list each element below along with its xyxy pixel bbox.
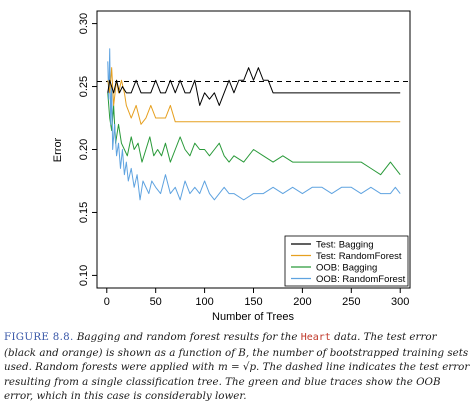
y-tick-label: 0.20 bbox=[78, 139, 90, 160]
x-tick-label: 250 bbox=[342, 296, 360, 308]
chart: 0 50 100 150 200 250 300 0.100.150.200.250.30 … bbox=[52, 10, 411, 323]
x-tick-label: 150 bbox=[244, 296, 262, 308]
caption-text-before: Bagging and random forest results for th… bbox=[73, 331, 301, 343]
x-axis: 0 50 100 150 200 250 300 bbox=[104, 288, 409, 308]
x-tick-label: 300 bbox=[391, 296, 409, 308]
x-tick-label: 200 bbox=[293, 296, 311, 308]
legend-label: OOB: RandomForest bbox=[316, 274, 406, 285]
x-tick-label: 100 bbox=[195, 296, 213, 308]
figure-caption: FIGURE 8.8. Bagging and random forest re… bbox=[4, 330, 470, 404]
series-line-test-bagging bbox=[107, 67, 401, 106]
dataset-name: Heart bbox=[300, 332, 331, 343]
series-line-oob-bagging bbox=[107, 92, 401, 176]
x-tick-label: 50 bbox=[150, 296, 162, 308]
legend-label: OOB: Bagging bbox=[316, 262, 377, 273]
y-axis: 0.10 0.15 0.20 0.25 0.30 bbox=[78, 13, 97, 286]
legend-label: Test: Bagging bbox=[316, 239, 374, 250]
series-group bbox=[107, 48, 401, 201]
x-tick-label: 0 bbox=[104, 296, 110, 308]
y-tick-label: 0.10 bbox=[78, 265, 90, 286]
series-line-test-randomforest bbox=[107, 67, 401, 125]
series-line-oob-randomforest bbox=[107, 48, 401, 201]
caption-text-after: data. The test error (black and orange) … bbox=[4, 331, 470, 402]
x-axis-label: Number of Trees bbox=[212, 311, 294, 323]
y-axis-label: Error bbox=[52, 137, 64, 162]
legend-label: Test: RandomForest bbox=[316, 251, 402, 262]
figure-label: FIGURE 8.8. bbox=[4, 331, 74, 343]
y-tick-label: 0.30 bbox=[78, 13, 90, 34]
y-tick-label: 0.25 bbox=[78, 76, 90, 97]
y-tick-label: 0.15 bbox=[78, 202, 90, 223]
